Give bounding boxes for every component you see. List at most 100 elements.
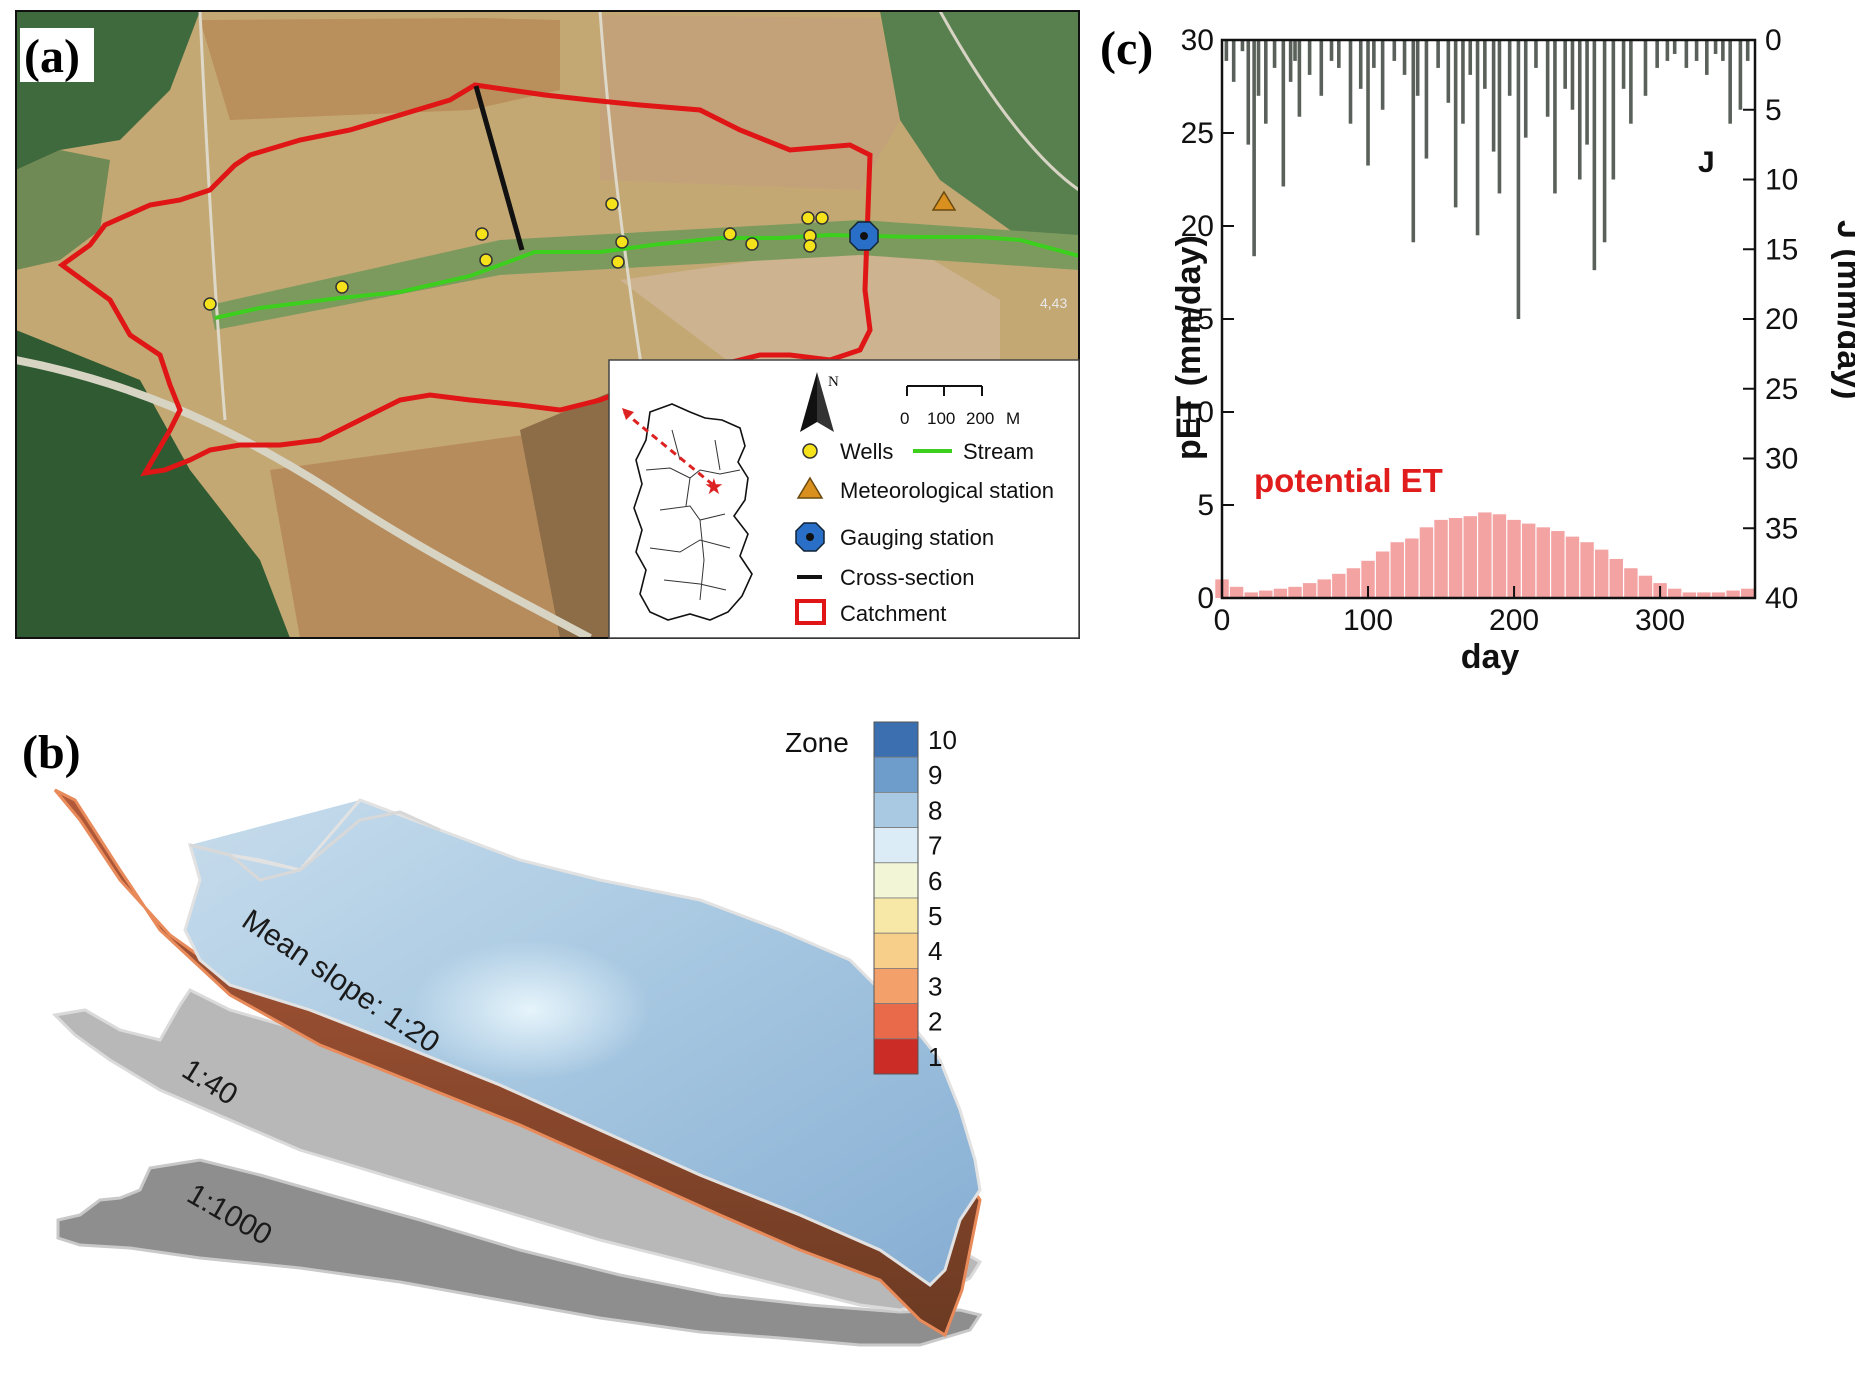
pet-bar bbox=[1507, 519, 1521, 598]
j-bar bbox=[1655, 40, 1659, 68]
j-bar bbox=[1629, 40, 1633, 124]
j-bar bbox=[1415, 40, 1420, 96]
y-right-tick-label: 10 bbox=[1765, 164, 1798, 197]
j-bar bbox=[1738, 40, 1743, 110]
pet-bar bbox=[1259, 590, 1273, 598]
j-bar bbox=[1497, 40, 1502, 194]
legend-wells-label: Wells bbox=[840, 439, 893, 464]
j-bar bbox=[1358, 40, 1363, 89]
pet-bar bbox=[1521, 523, 1536, 598]
forest-southwest bbox=[16, 330, 290, 638]
colorbar-swatch bbox=[873, 756, 919, 793]
j-bar bbox=[1411, 40, 1416, 243]
wells bbox=[203, 197, 829, 311]
j-bar bbox=[1288, 40, 1293, 82]
pet-bar bbox=[1434, 519, 1448, 598]
j-bar bbox=[1252, 40, 1256, 257]
field-parcel bbox=[600, 15, 900, 190]
j-bar bbox=[1545, 40, 1550, 117]
scale-bar: 0 100 200 M bbox=[900, 385, 1020, 428]
scale-unit: M bbox=[1006, 409, 1020, 428]
j-bar bbox=[1621, 40, 1626, 89]
j-bar bbox=[1475, 40, 1480, 236]
j-bar bbox=[1534, 40, 1538, 68]
y-right-tick-label: 40 bbox=[1765, 582, 1798, 615]
j-bar bbox=[1272, 40, 1277, 68]
pet-bar bbox=[1492, 514, 1507, 598]
j-bar bbox=[1297, 40, 1302, 117]
inset-pointer-line bbox=[623, 410, 713, 486]
pet-bar bbox=[1332, 573, 1346, 598]
legend-gauging-station-icon bbox=[795, 522, 825, 552]
colorbar-zone-label: 2 bbox=[928, 1007, 942, 1037]
pet-bar bbox=[1375, 551, 1390, 598]
colorbar-frame bbox=[873, 721, 919, 1075]
y-left-tick-label: 0 bbox=[1197, 582, 1214, 615]
y-right-tick-label: 30 bbox=[1765, 443, 1798, 476]
colorbar-swatch bbox=[873, 932, 919, 969]
pet-bar bbox=[1565, 536, 1580, 598]
road bbox=[938, 11, 1079, 192]
y-right-tick-label: 5 bbox=[1765, 94, 1782, 127]
panel-c-label: (c) bbox=[1100, 22, 1153, 75]
j-bar bbox=[1461, 40, 1465, 124]
colorbar-zone-label: 7 bbox=[928, 831, 942, 861]
well-marker bbox=[803, 239, 817, 253]
pet-bar bbox=[1317, 579, 1331, 598]
pet-bar bbox=[1302, 583, 1317, 598]
forest-northeast bbox=[880, 11, 1079, 260]
surface-slope-1-1000 bbox=[56, 1158, 983, 1347]
y-axis-right-title: J (mm/day) bbox=[1830, 220, 1855, 400]
colorbar-swatch bbox=[873, 827, 919, 864]
surface-highlight bbox=[410, 940, 650, 1080]
cross-section-line bbox=[473, 85, 525, 251]
pet-bar bbox=[1273, 588, 1288, 598]
pet-bar bbox=[1594, 549, 1609, 598]
y-left-tick-label: 5 bbox=[1197, 489, 1214, 522]
j-bar bbox=[1453, 40, 1458, 208]
pet-bar bbox=[1419, 527, 1434, 598]
y-right-tick-label: 25 bbox=[1765, 373, 1798, 406]
pet-bar bbox=[1740, 588, 1755, 598]
legend-stream-label: Stream bbox=[963, 439, 1034, 464]
well-marker bbox=[605, 197, 619, 211]
well-marker bbox=[611, 255, 625, 269]
pet-bar bbox=[1624, 568, 1638, 598]
north-arrow-icon: N bbox=[800, 372, 839, 432]
pet-bar bbox=[1551, 531, 1565, 598]
field-parcel bbox=[200, 18, 560, 120]
well-marker bbox=[815, 211, 829, 225]
j-bar bbox=[1348, 40, 1353, 124]
scale-tick-100: 100 bbox=[927, 409, 955, 428]
north-label: N bbox=[828, 374, 839, 390]
pet-bar bbox=[1463, 516, 1477, 598]
meadow-west bbox=[16, 150, 110, 270]
j-bar bbox=[1553, 40, 1557, 194]
stream-line bbox=[214, 232, 1079, 320]
panel-b-label: (b) bbox=[22, 726, 81, 779]
colorbar-swatch bbox=[873, 792, 919, 829]
pet-bar bbox=[1580, 542, 1594, 598]
well-marker bbox=[475, 227, 489, 241]
colorbar-swatch bbox=[873, 1003, 919, 1040]
j-series-label: J bbox=[1698, 146, 1715, 179]
road bbox=[16, 356, 592, 638]
german-states-boundaries bbox=[645, 429, 741, 601]
pet-bar bbox=[1390, 542, 1404, 598]
legend-catchment-label: Catchment bbox=[840, 601, 946, 626]
pet-bar bbox=[1361, 560, 1375, 598]
colorbar-zone-label: 1 bbox=[928, 1042, 942, 1072]
j-bar bbox=[1585, 40, 1589, 145]
j-bar bbox=[1592, 40, 1597, 271]
j-bar bbox=[1380, 40, 1385, 110]
j-bar bbox=[1468, 40, 1473, 75]
panel-b-3d-model: (b) Mean slope: 1:20 1:40 1:1000 Zone 10… bbox=[22, 721, 983, 1347]
j-bar bbox=[1293, 40, 1297, 61]
j-bar bbox=[1684, 40, 1689, 68]
surface-rim bbox=[189, 810, 441, 882]
x-tick-label: 0 bbox=[1214, 604, 1231, 637]
j-bar bbox=[1307, 40, 1312, 75]
j-bar bbox=[1392, 40, 1397, 61]
j-bar bbox=[1246, 40, 1251, 145]
j-bar bbox=[1329, 40, 1334, 61]
